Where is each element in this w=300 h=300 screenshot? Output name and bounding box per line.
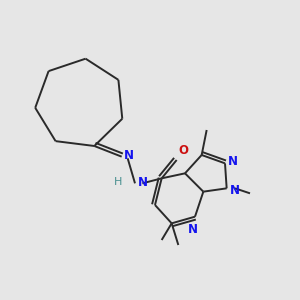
Text: O: O — [178, 144, 188, 157]
Text: N: N — [230, 184, 240, 196]
Text: H: H — [114, 177, 122, 187]
Text: N: N — [228, 155, 238, 168]
Text: N: N — [138, 176, 148, 189]
Text: N: N — [188, 223, 198, 236]
Text: N: N — [124, 149, 134, 162]
